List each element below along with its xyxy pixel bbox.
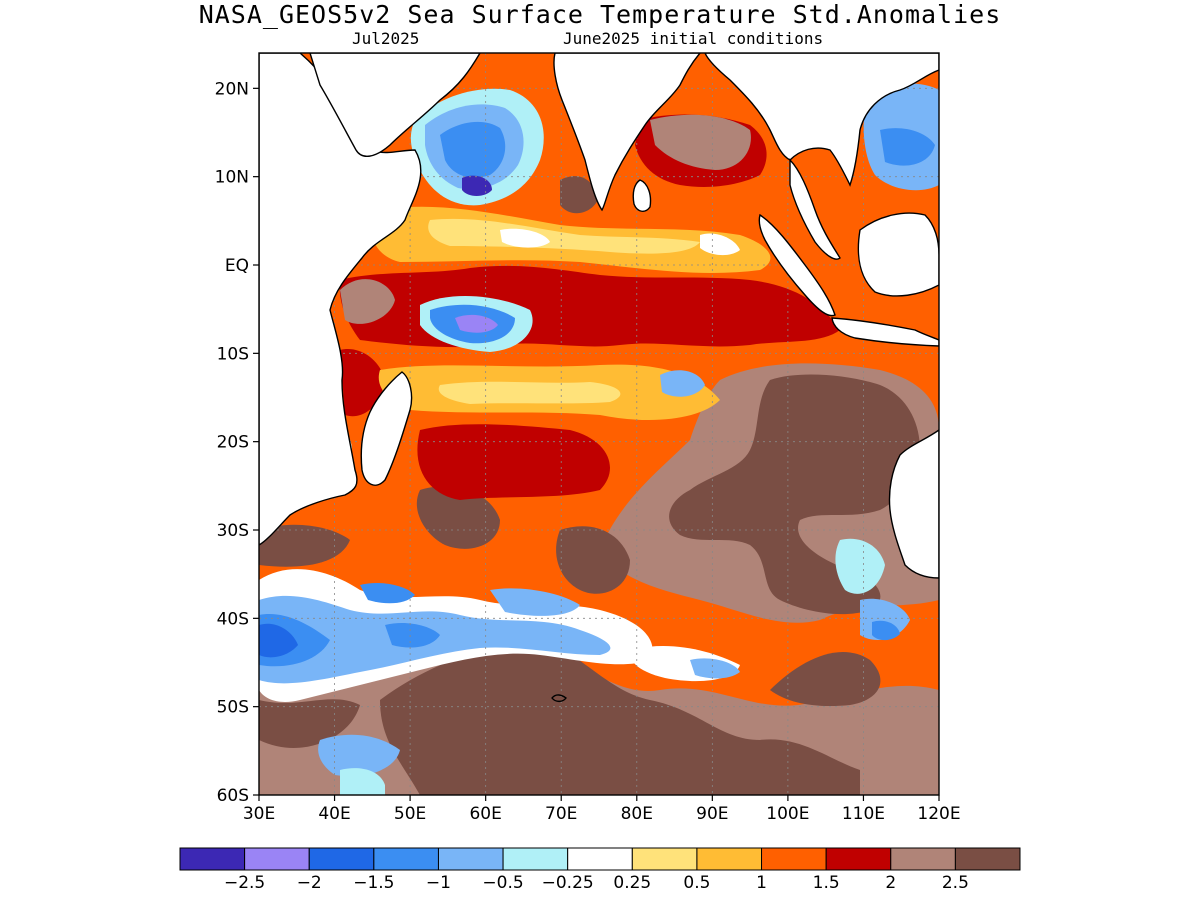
anomaly-patch-red	[417, 424, 610, 500]
colorbar-swatch	[825, 847, 892, 871]
colorbar-label: 1.5	[813, 873, 840, 893]
colorbar-swatch	[631, 847, 698, 871]
land-borneo	[857, 212, 939, 297]
land-java	[831, 317, 939, 347]
colorbar-label: −1	[426, 873, 451, 893]
lat-tick-label: 30S	[217, 521, 249, 541]
anomaly-patch-brown	[416, 486, 500, 549]
land-sumatra	[758, 213, 836, 317]
colorbar-swatch	[761, 847, 827, 871]
anomaly-patch-lightblue	[490, 588, 580, 616]
lat-tick-label: EQ	[225, 256, 249, 276]
colorbar-label: −0.25	[542, 873, 594, 893]
anomaly-patch-purple	[462, 175, 492, 196]
colorbar-swatch	[890, 847, 956, 871]
colorbar-label: 2	[885, 873, 896, 893]
anomaly-patch-white	[500, 228, 550, 248]
colorbar-label: 1	[756, 873, 767, 893]
lon-tick-label: 100E	[766, 804, 809, 824]
anomaly-patch-yellow	[428, 218, 700, 254]
land-srilanka	[632, 179, 652, 212]
colorbar-swatch	[696, 847, 763, 871]
lat-tick-label: 50S	[217, 698, 249, 718]
colorbar-swatch	[179, 847, 246, 871]
anomaly-patch-blue	[440, 121, 506, 178]
colorbar-swatch	[373, 847, 439, 871]
colorbar-swatch	[244, 847, 310, 871]
lat-axis: 20N 10N EQ 10S 20S 30S 40S 50S 60S	[215, 79, 259, 806]
anomaly-patch-brown	[259, 699, 360, 748]
anomaly-patch-lightblue	[660, 370, 705, 397]
anomaly-patch-white	[700, 233, 740, 256]
lat-tick-label: 20N	[215, 79, 249, 99]
initial-conditions: June2025 initial conditions	[563, 29, 824, 48]
land-kerguelen	[551, 694, 567, 703]
anomaly-patch-brown	[340, 279, 395, 324]
anomaly-patch-brown	[560, 176, 598, 214]
lat-tick-label: 20S	[217, 433, 249, 453]
anomaly-patch-brown	[669, 374, 920, 615]
land-madagascar	[360, 371, 413, 486]
land-masks	[259, 53, 939, 703]
colorbar-swatch	[502, 847, 569, 871]
colorbar-label: 2.5	[942, 873, 969, 893]
colorbar-label: 0.5	[683, 873, 710, 893]
anomaly-patch-brown	[650, 114, 751, 170]
colorbar-swatch	[308, 847, 375, 871]
land-arabia	[309, 53, 481, 157]
anomaly-patch-blue	[872, 620, 900, 641]
lat-tick-label: 10S	[217, 344, 249, 364]
colorbar-swatch	[567, 847, 633, 871]
lon-tick-label: 50E	[394, 804, 426, 824]
anomaly-patch-blue	[360, 583, 415, 604]
lon-tick-label: 70E	[545, 804, 577, 824]
anomaly-patch-brown	[380, 639, 860, 795]
lon-tick-label: 120E	[917, 804, 960, 824]
anomaly-patch-brown	[259, 524, 350, 567]
colorbar-label: 0.25	[613, 873, 651, 893]
anomaly-patch-lavender	[455, 314, 498, 333]
anomaly-patch-cyan	[835, 538, 885, 594]
lon-tick-label: 40E	[318, 804, 350, 824]
anomaly-patch-blue	[880, 128, 935, 166]
colorbar-label: −0.5	[482, 873, 523, 893]
map-frame	[258, 52, 940, 796]
lat-tick-label: 10N	[215, 168, 249, 188]
anomaly-patch-brown	[556, 526, 630, 594]
lon-tick-label: 80E	[621, 804, 653, 824]
colorbar-swatch	[954, 847, 1021, 871]
forecast-month: Jul2025	[352, 29, 420, 48]
colorbar-label: −2.5	[224, 873, 265, 893]
lon-axis: 30E 40E 50E 60E 70E 80E 90E 100E 110E 120E	[243, 795, 961, 824]
anomaly-patch-lightblue	[690, 658, 740, 679]
colorbar: −2.5 −2 −1.5 −1 −0.5 −0.25 0.25 0.5 1 1.5 2 2.5	[179, 847, 1021, 893]
map-title: NASA_GEOS5v2 Sea Surface Temperature Std…	[198, 0, 1002, 29]
anomaly-patch-yellow	[438, 381, 621, 404]
land-india	[553, 53, 701, 212]
anomaly-patch-red	[340, 349, 385, 417]
anomaly-patch-lightblue	[318, 734, 400, 777]
land-australia	[888, 429, 939, 579]
lon-tick-label: 60E	[469, 804, 501, 824]
anomaly-patch-brown	[770, 651, 881, 707]
colorbar-label: −2	[297, 873, 322, 893]
anomaly-patch-cyan	[340, 768, 385, 795]
lon-tick-label: 30E	[243, 804, 275, 824]
anomaly-patch-blue	[385, 623, 440, 648]
lat-tick-label: 60S	[217, 786, 249, 806]
lat-tick-label: 40S	[217, 609, 249, 629]
anomaly-patch-deepblue	[259, 623, 298, 658]
land-southeast-asia	[704, 53, 939, 187]
colorbar-swatch	[437, 847, 504, 871]
colorbar-label: −1.5	[353, 873, 394, 893]
lon-tick-label: 110E	[842, 804, 885, 824]
land-malay-peninsula	[789, 158, 841, 260]
map-grid	[259, 53, 939, 795]
lon-tick-label: 90E	[696, 804, 728, 824]
